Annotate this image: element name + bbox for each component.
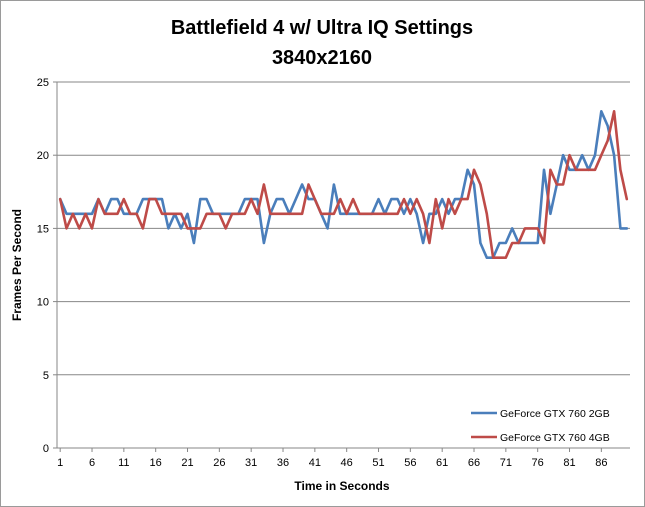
x-tick-label: 81 [563,457,575,469]
y-axis-label: Frames Per Second [10,209,24,321]
x-tick-label: 86 [595,457,607,469]
x-tick-label: 6 [89,457,95,469]
x-tick-label: 16 [150,457,162,469]
series-line-2 [58,110,629,260]
gridlines [53,81,630,449]
y-tick-label: 15 [37,223,49,235]
chart-subtitle: 3840x2160 [272,47,372,69]
legend-label: GeForce GTX 760 2GB [500,408,610,420]
legend: GeForce GTX 760 2GB GeForce GTX 760 4GB [471,408,610,444]
x-tick-label: 66 [468,457,480,469]
y-tick-label: 5 [43,370,49,382]
x-tick-label: 11 [118,457,129,469]
y-tick-label: 20 [37,150,49,162]
x-tick-label: 76 [532,457,544,469]
y-tick-label: 25 [37,77,49,89]
x-tick-label: 26 [213,457,225,469]
x-tick-labels: 1 6 11 16 21 26 31 36 41 46 51 56 61 66 71 76 81 86 [57,448,607,469]
x-tick-label: 71 [500,457,512,469]
axes [56,82,630,449]
x-tick-label: 21 [181,457,193,469]
x-tick-label: 56 [404,457,416,469]
legend-label: GeForce GTX 760 4GB [500,432,610,444]
x-tick-label: 46 [341,457,353,469]
y-tick-labels: 0 5 10 15 20 25 [37,77,49,455]
chart-title: Battlefield 4 w/ Ultra IQ Settings [171,17,473,39]
x-tick-label: 41 [309,457,321,469]
x-tick-label: 36 [277,457,289,469]
x-tick-label: 1 [57,457,63,469]
x-tick-label: 51 [372,457,384,469]
x-tick-label: 31 [245,457,257,469]
y-tick-label: 0 [43,443,49,455]
series-lines [58,110,629,260]
x-tick-label: 61 [436,457,448,469]
x-axis-label: Time in Seconds [294,479,389,493]
y-tick-label: 10 [37,297,49,309]
